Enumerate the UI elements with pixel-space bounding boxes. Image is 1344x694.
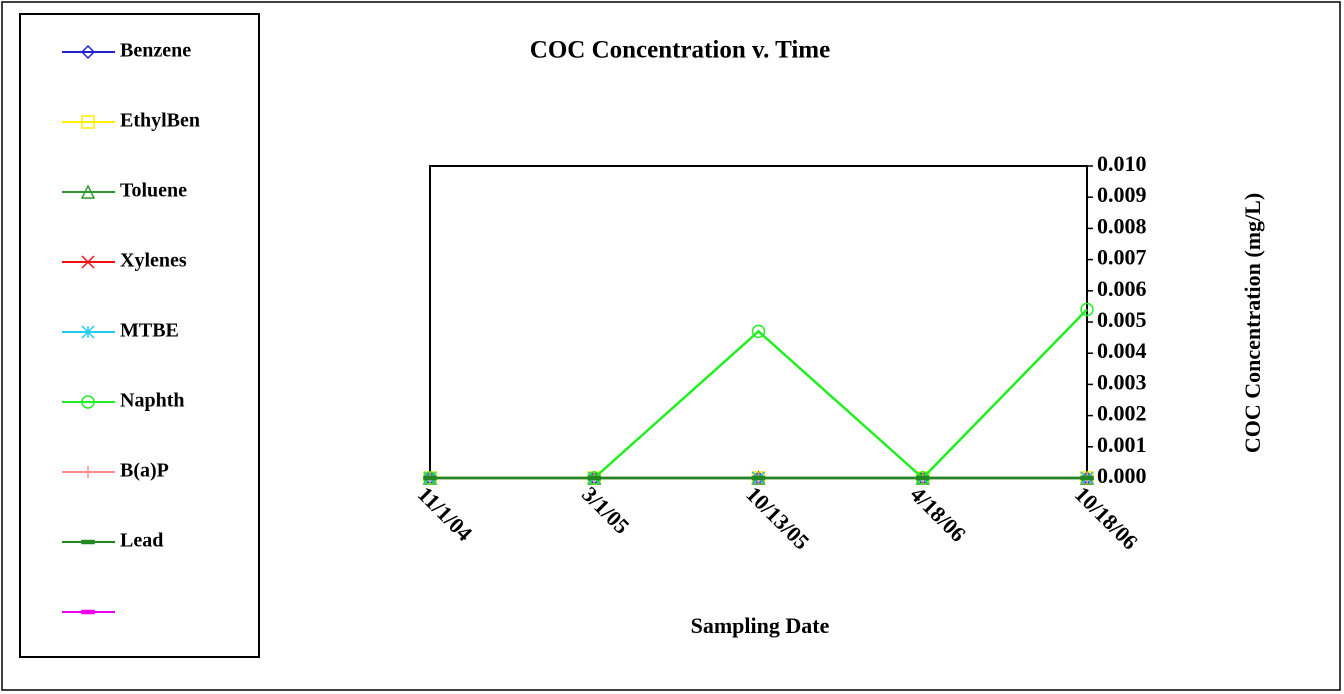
x-tick-label: 3/1/05	[577, 481, 634, 538]
legend-label: Xylenes	[120, 250, 187, 272]
legend-marker	[80, 44, 96, 60]
legend-label: Benzene	[120, 40, 191, 62]
legend-marker	[81, 115, 95, 129]
legend-marker	[81, 255, 95, 269]
plot-area	[429, 165, 1088, 479]
data-point	[587, 475, 601, 481]
y-tick-label: 0.007	[1097, 245, 1147, 270]
y-tick-label: 0.008	[1097, 213, 1147, 238]
series	[423, 302, 1094, 485]
series	[423, 475, 1094, 481]
data-point	[751, 475, 766, 481]
series-line	[430, 308, 1088, 480]
y-tick-label: 0.003	[1097, 369, 1147, 394]
legend-marker	[81, 395, 95, 409]
legend-label: MTBE	[120, 320, 179, 342]
legend-label: Toluene	[120, 180, 187, 202]
chart-title: COC Concentration v. Time	[530, 37, 830, 64]
legend-label: Naphth	[120, 390, 184, 412]
legend-label: Lead	[120, 530, 163, 552]
x-tick-label: 10/18/06	[1070, 481, 1143, 554]
data-point	[1080, 302, 1094, 317]
data-point	[1080, 475, 1094, 481]
data-point	[423, 475, 437, 481]
data-point	[751, 324, 766, 339]
y-tick-label: 0.005	[1097, 307, 1147, 332]
y-tick-label: 0.010	[1097, 151, 1147, 176]
legend-marker	[82, 466, 94, 478]
legend-marker	[80, 184, 96, 199]
x-tick-label: 10/13/05	[741, 481, 814, 554]
y-tick-label: 0.006	[1097, 276, 1147, 301]
legend-marker	[81, 539, 95, 545]
y-axis-label: COC Concentration (mg/L)	[1240, 193, 1265, 453]
x-axis-label: Sampling Date	[691, 613, 830, 638]
legend-label: B(a)P	[120, 460, 169, 482]
data-point	[916, 475, 930, 481]
y-tick-label: 0.004	[1097, 338, 1147, 363]
x-tick-label: 11/1/04	[413, 481, 477, 545]
y-tick-label: 0.000	[1097, 463, 1147, 488]
legend-label: EthylBen	[120, 110, 200, 132]
legend-marker	[81, 325, 95, 339]
x-tick-label: 4/18/06	[906, 481, 971, 546]
legend-box	[19, 13, 260, 658]
legend-marker	[81, 609, 95, 615]
y-tick-label: 0.002	[1097, 401, 1147, 426]
y-tick-label: 0.001	[1097, 432, 1147, 457]
y-tick-label: 0.009	[1097, 182, 1147, 207]
